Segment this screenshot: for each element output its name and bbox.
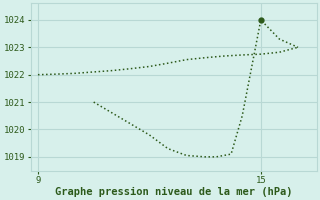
X-axis label: Graphe pression niveau de la mer (hPa): Graphe pression niveau de la mer (hPa)	[55, 186, 292, 197]
